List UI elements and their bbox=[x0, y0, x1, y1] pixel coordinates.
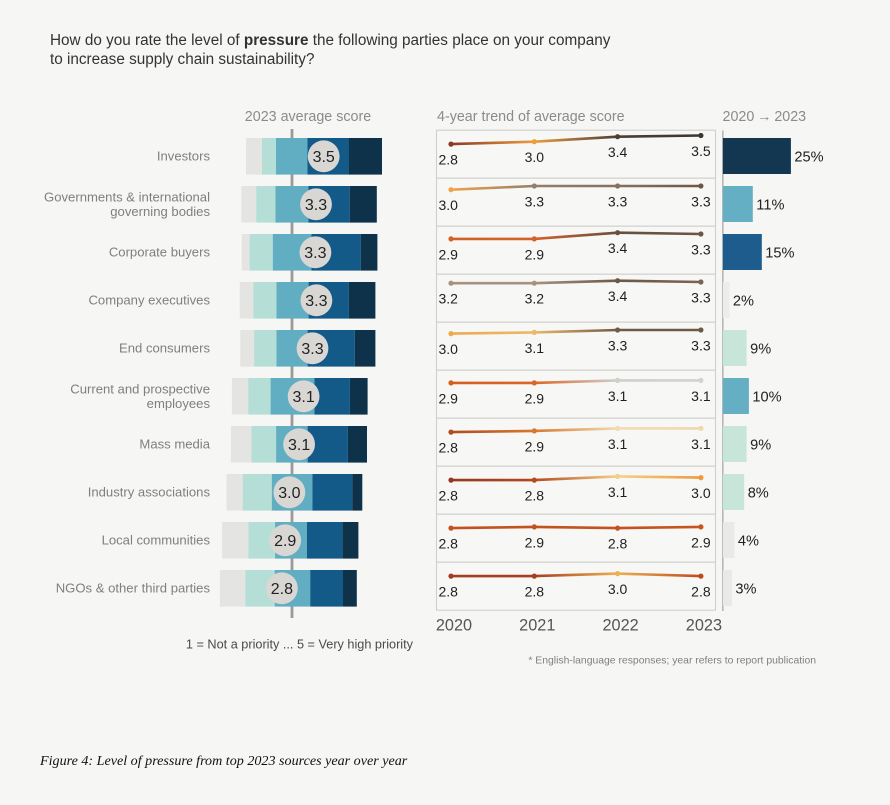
svg-text:4%: 4% bbox=[738, 534, 759, 550]
svg-text:2.8: 2.8 bbox=[608, 536, 628, 552]
svg-text:10%: 10% bbox=[752, 390, 781, 406]
svg-text:2.9: 2.9 bbox=[525, 534, 545, 550]
svg-text:2022: 2022 bbox=[602, 617, 638, 635]
svg-text:2.8: 2.8 bbox=[525, 584, 545, 600]
svg-text:3.4: 3.4 bbox=[608, 288, 628, 304]
svg-text:3.0: 3.0 bbox=[608, 581, 628, 597]
svg-text:25%: 25% bbox=[794, 150, 823, 166]
svg-text:3.4: 3.4 bbox=[608, 144, 628, 160]
svg-text:3.2: 3.2 bbox=[525, 291, 545, 307]
svg-text:3%: 3% bbox=[735, 582, 756, 598]
svg-text:3.1: 3.1 bbox=[608, 484, 628, 500]
svg-text:3.0: 3.0 bbox=[439, 341, 459, 357]
svg-text:Governments & international: Governments & international bbox=[44, 189, 210, 204]
svg-text:3.3: 3.3 bbox=[691, 290, 711, 306]
svg-text:3.3: 3.3 bbox=[304, 245, 326, 262]
svg-text:3.0: 3.0 bbox=[278, 485, 300, 502]
svg-text:3.0: 3.0 bbox=[691, 485, 711, 501]
svg-text:employees: employees bbox=[147, 396, 211, 411]
svg-text:Corporate buyers: Corporate buyers bbox=[109, 245, 211, 260]
svg-text:Mass media: Mass media bbox=[139, 437, 210, 452]
svg-text:3.1: 3.1 bbox=[691, 436, 711, 452]
svg-text:3.3: 3.3 bbox=[301, 341, 323, 358]
svg-text:2.8: 2.8 bbox=[439, 536, 459, 552]
svg-text:3.4: 3.4 bbox=[608, 240, 628, 256]
svg-text:2.9: 2.9 bbox=[525, 438, 545, 454]
svg-text:3.3: 3.3 bbox=[525, 194, 545, 210]
svg-text:3.3: 3.3 bbox=[305, 293, 327, 310]
svg-text:9%: 9% bbox=[750, 438, 771, 454]
svg-text:11%: 11% bbox=[756, 198, 784, 214]
svg-text:3.1: 3.1 bbox=[608, 436, 628, 452]
svg-text:3.0: 3.0 bbox=[525, 149, 545, 165]
svg-text:2%: 2% bbox=[733, 294, 754, 310]
svg-text:2.9: 2.9 bbox=[691, 534, 711, 550]
svg-text:How do you rate the level of p: How do you rate the level of pressure th… bbox=[50, 32, 611, 49]
svg-text:2.8: 2.8 bbox=[439, 584, 459, 600]
svg-text:3.0: 3.0 bbox=[439, 197, 459, 213]
svg-text:2.8: 2.8 bbox=[525, 488, 545, 504]
svg-text:Figure 4: Level of pressure fr: Figure 4: Level of pressure from top 202… bbox=[39, 753, 408, 769]
svg-text:2.8: 2.8 bbox=[439, 488, 459, 504]
svg-text:2.8: 2.8 bbox=[439, 152, 459, 168]
svg-text:3.1: 3.1 bbox=[292, 389, 314, 406]
svg-text:2.9: 2.9 bbox=[525, 246, 545, 262]
svg-text:3.2: 3.2 bbox=[439, 291, 459, 307]
svg-text:Current and prospective: Current and prospective bbox=[70, 381, 210, 396]
svg-text:2023 average score: 2023 average score bbox=[245, 109, 371, 125]
svg-text:2.9: 2.9 bbox=[274, 533, 296, 550]
svg-text:governing bodies: governing bodies bbox=[110, 204, 210, 219]
svg-text:1 = Not a priority ... 5 = Ver: 1 = Not a priority ... 5 = Very high pri… bbox=[186, 638, 414, 652]
svg-text:Industry associations: Industry associations bbox=[88, 485, 211, 500]
svg-text:2.8: 2.8 bbox=[271, 581, 293, 598]
svg-text:to increase supply chain susta: to increase supply chain sustainability? bbox=[50, 51, 314, 68]
svg-text:15%: 15% bbox=[765, 246, 794, 262]
svg-text:9%: 9% bbox=[750, 342, 771, 358]
svg-text:End consumers: End consumers bbox=[119, 341, 210, 356]
svg-text:2021: 2021 bbox=[519, 617, 555, 635]
svg-text:2.9: 2.9 bbox=[439, 246, 459, 262]
svg-text:8%: 8% bbox=[748, 486, 769, 502]
svg-text:3.3: 3.3 bbox=[608, 194, 628, 210]
svg-text:NGOs & other third parties: NGOs & other third parties bbox=[56, 581, 211, 596]
svg-text:3.1: 3.1 bbox=[608, 388, 628, 404]
svg-text:2.9: 2.9 bbox=[439, 390, 459, 406]
svg-text:3.3: 3.3 bbox=[305, 197, 327, 214]
svg-text:Company executives: Company executives bbox=[88, 293, 210, 308]
svg-text:2.8: 2.8 bbox=[439, 440, 459, 456]
svg-text:2020 → 2023: 2020 → 2023 bbox=[723, 109, 807, 125]
svg-text:2.9: 2.9 bbox=[525, 390, 545, 406]
svg-text:3.1: 3.1 bbox=[288, 437, 310, 454]
svg-text:2023: 2023 bbox=[686, 617, 722, 635]
svg-text:4-year trend of average score: 4-year trend of average score bbox=[437, 109, 625, 125]
svg-text:Investors: Investors bbox=[157, 149, 211, 164]
svg-text:3.1: 3.1 bbox=[691, 388, 711, 404]
svg-text:3.5: 3.5 bbox=[313, 149, 335, 166]
svg-text:Local communities: Local communities bbox=[102, 533, 211, 548]
svg-text:2.8: 2.8 bbox=[691, 584, 711, 600]
svg-text:3.5: 3.5 bbox=[691, 143, 711, 159]
svg-text:3.3: 3.3 bbox=[691, 338, 711, 354]
svg-text:* English-language responses;: * English-language responses; year refer… bbox=[528, 656, 816, 667]
svg-text:3.3: 3.3 bbox=[691, 242, 711, 258]
svg-text:3.3: 3.3 bbox=[608, 338, 628, 354]
svg-text:2020: 2020 bbox=[436, 617, 472, 635]
svg-text:3.1: 3.1 bbox=[525, 340, 545, 356]
svg-text:3.3: 3.3 bbox=[691, 194, 711, 210]
